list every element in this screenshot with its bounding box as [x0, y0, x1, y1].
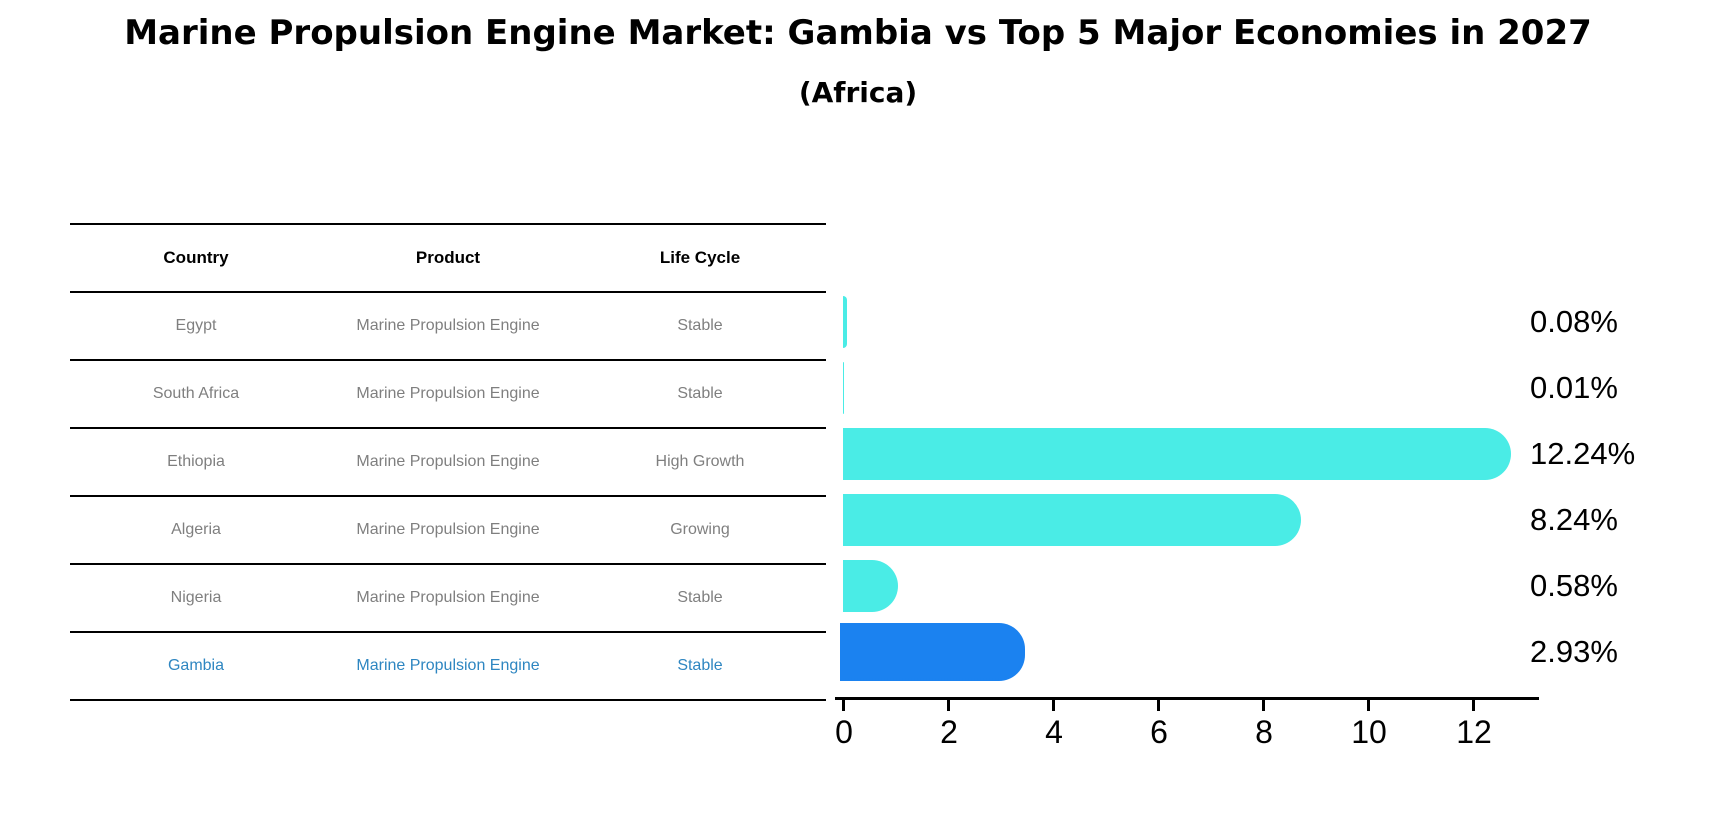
tick-mark	[1472, 700, 1475, 711]
table-row-algeria: Algeria Marine Propulsion Engine Growing	[70, 497, 826, 565]
bar-ethiopia	[843, 428, 1511, 480]
value-label-algeria: 8.24%	[1530, 502, 1618, 537]
tick-mark	[1262, 700, 1265, 711]
tick-label: 4	[1045, 714, 1063, 750]
product-cell: Marine Propulsion Engine	[356, 657, 540, 674]
tick-label: 10	[1351, 714, 1387, 750]
tick-label: 8	[1255, 714, 1273, 750]
page-title: Marine Propulsion Engine Market: Gambia …	[124, 13, 1592, 53]
product-cell: Marine Propulsion Engine	[356, 589, 540, 606]
tick-mark	[842, 700, 845, 711]
table-row-egypt: Egypt Marine Propulsion Engine Stable	[70, 293, 826, 361]
tick-mark	[947, 700, 950, 711]
country-cell: Ethiopia	[167, 453, 225, 470]
tick-label: 12	[1456, 714, 1492, 750]
data-table: Country Product Life Cycle Egypt Marine …	[70, 223, 826, 701]
product-cell: Marine Propulsion Engine	[356, 385, 540, 402]
life-cycle-cell: Stable	[677, 589, 723, 606]
bar-egypt	[843, 296, 848, 348]
value-label-ethiopia: 12.24%	[1530, 436, 1636, 471]
table-row-south-africa: South Africa Marine Propulsion Engine St…	[70, 361, 826, 429]
product-cell: Marine Propulsion Engine	[356, 317, 540, 334]
country-cell: Nigeria	[170, 589, 222, 606]
country-cell: Gambia	[167, 657, 225, 674]
country-cell: Egypt	[175, 317, 217, 334]
value-label-egypt: 0.08%	[1530, 304, 1618, 339]
product-cell: Marine Propulsion Engine	[356, 521, 540, 538]
life-cycle-cell: Stable	[677, 657, 723, 674]
value-label-gambia: 2.93%	[1530, 634, 1618, 669]
country-cell: Algeria	[171, 521, 221, 538]
bar-nigeria	[843, 560, 899, 612]
tick-label: 6	[1150, 714, 1168, 750]
bar-south-africa	[843, 362, 844, 414]
x-axis-line	[835, 697, 1539, 700]
column-header-life-cycle: Life Cycle	[659, 248, 741, 267]
column-header-country: Country	[163, 248, 229, 267]
life-cycle-cell: Stable	[677, 385, 723, 402]
bar-gambia	[840, 623, 1025, 681]
life-cycle-cell: Growing	[670, 521, 730, 538]
product-cell: Marine Propulsion Engine	[356, 453, 540, 470]
table-header-row: Country Product Life Cycle	[70, 223, 826, 293]
column-header-product: Product	[415, 248, 481, 267]
value-label-nigeria: 0.58%	[1530, 568, 1618, 603]
life-cycle-cell: High Growth	[655, 453, 745, 470]
page-subtitle: (Africa)	[798, 76, 918, 109]
tick-mark	[1367, 700, 1370, 711]
life-cycle-cell: Stable	[677, 317, 723, 334]
country-cell: South Africa	[152, 385, 240, 402]
table-row-gambia: Gambia Marine Propulsion Engine Stable	[70, 633, 826, 701]
table-row-ethiopia: Ethiopia Marine Propulsion Engine High G…	[70, 429, 826, 497]
value-label-south-africa: 0.01%	[1530, 370, 1618, 405]
bar-algeria	[843, 494, 1301, 546]
tick-label: 2	[940, 714, 958, 750]
tick-mark	[1157, 700, 1160, 711]
tick-mark	[1052, 700, 1055, 711]
bar-chart: 0 2 4 6 8 10 12	[835, 223, 1543, 783]
table-row-nigeria: Nigeria Marine Propulsion Engine Stable	[70, 565, 826, 633]
tick-label: 0	[835, 714, 853, 750]
